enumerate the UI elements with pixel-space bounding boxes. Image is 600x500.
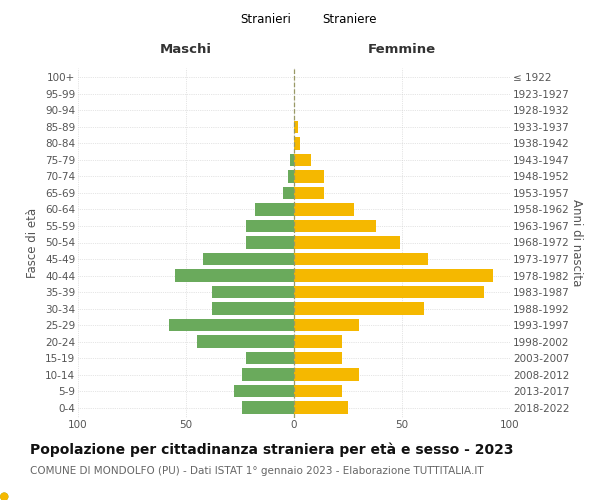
Bar <box>294 402 348 414</box>
Bar <box>290 154 294 166</box>
Text: Popolazione per cittadinanza straniera per età e sesso - 2023: Popolazione per cittadinanza straniera p… <box>30 442 514 457</box>
Bar <box>294 253 428 265</box>
Bar <box>197 336 294 347</box>
Legend: Stranieri, Straniere: Stranieri, Straniere <box>219 8 381 31</box>
Bar <box>294 336 341 347</box>
Bar <box>255 204 294 216</box>
Bar <box>294 120 298 133</box>
Y-axis label: Fasce di età: Fasce di età <box>26 208 40 278</box>
Bar <box>169 319 294 331</box>
Bar <box>294 302 424 314</box>
Text: Maschi: Maschi <box>160 43 212 56</box>
Text: Femmine: Femmine <box>368 43 436 56</box>
Bar <box>247 236 294 248</box>
Bar <box>294 236 400 248</box>
Bar <box>294 319 359 331</box>
Text: COMUNE DI MONDOLFO (PU) - Dati ISTAT 1° gennaio 2023 - Elaborazione TUTTITALIA.I: COMUNE DI MONDOLFO (PU) - Dati ISTAT 1° … <box>30 466 484 476</box>
Bar <box>212 302 294 314</box>
Bar <box>294 204 355 216</box>
Bar <box>212 286 294 298</box>
Bar <box>294 270 493 281</box>
Bar <box>233 385 294 398</box>
Bar <box>242 368 294 381</box>
Bar <box>247 352 294 364</box>
Y-axis label: Anni di nascita: Anni di nascita <box>571 199 583 286</box>
Bar <box>294 385 341 398</box>
Bar <box>294 286 484 298</box>
Bar <box>294 187 324 199</box>
Bar <box>294 154 311 166</box>
Bar <box>175 270 294 281</box>
Bar <box>294 368 359 381</box>
Bar <box>294 220 376 232</box>
Bar <box>203 253 294 265</box>
Bar <box>294 138 301 149</box>
Bar <box>294 170 324 182</box>
Bar <box>283 187 294 199</box>
Bar <box>247 220 294 232</box>
Bar <box>287 170 294 182</box>
Bar <box>242 402 294 414</box>
Bar <box>294 352 341 364</box>
